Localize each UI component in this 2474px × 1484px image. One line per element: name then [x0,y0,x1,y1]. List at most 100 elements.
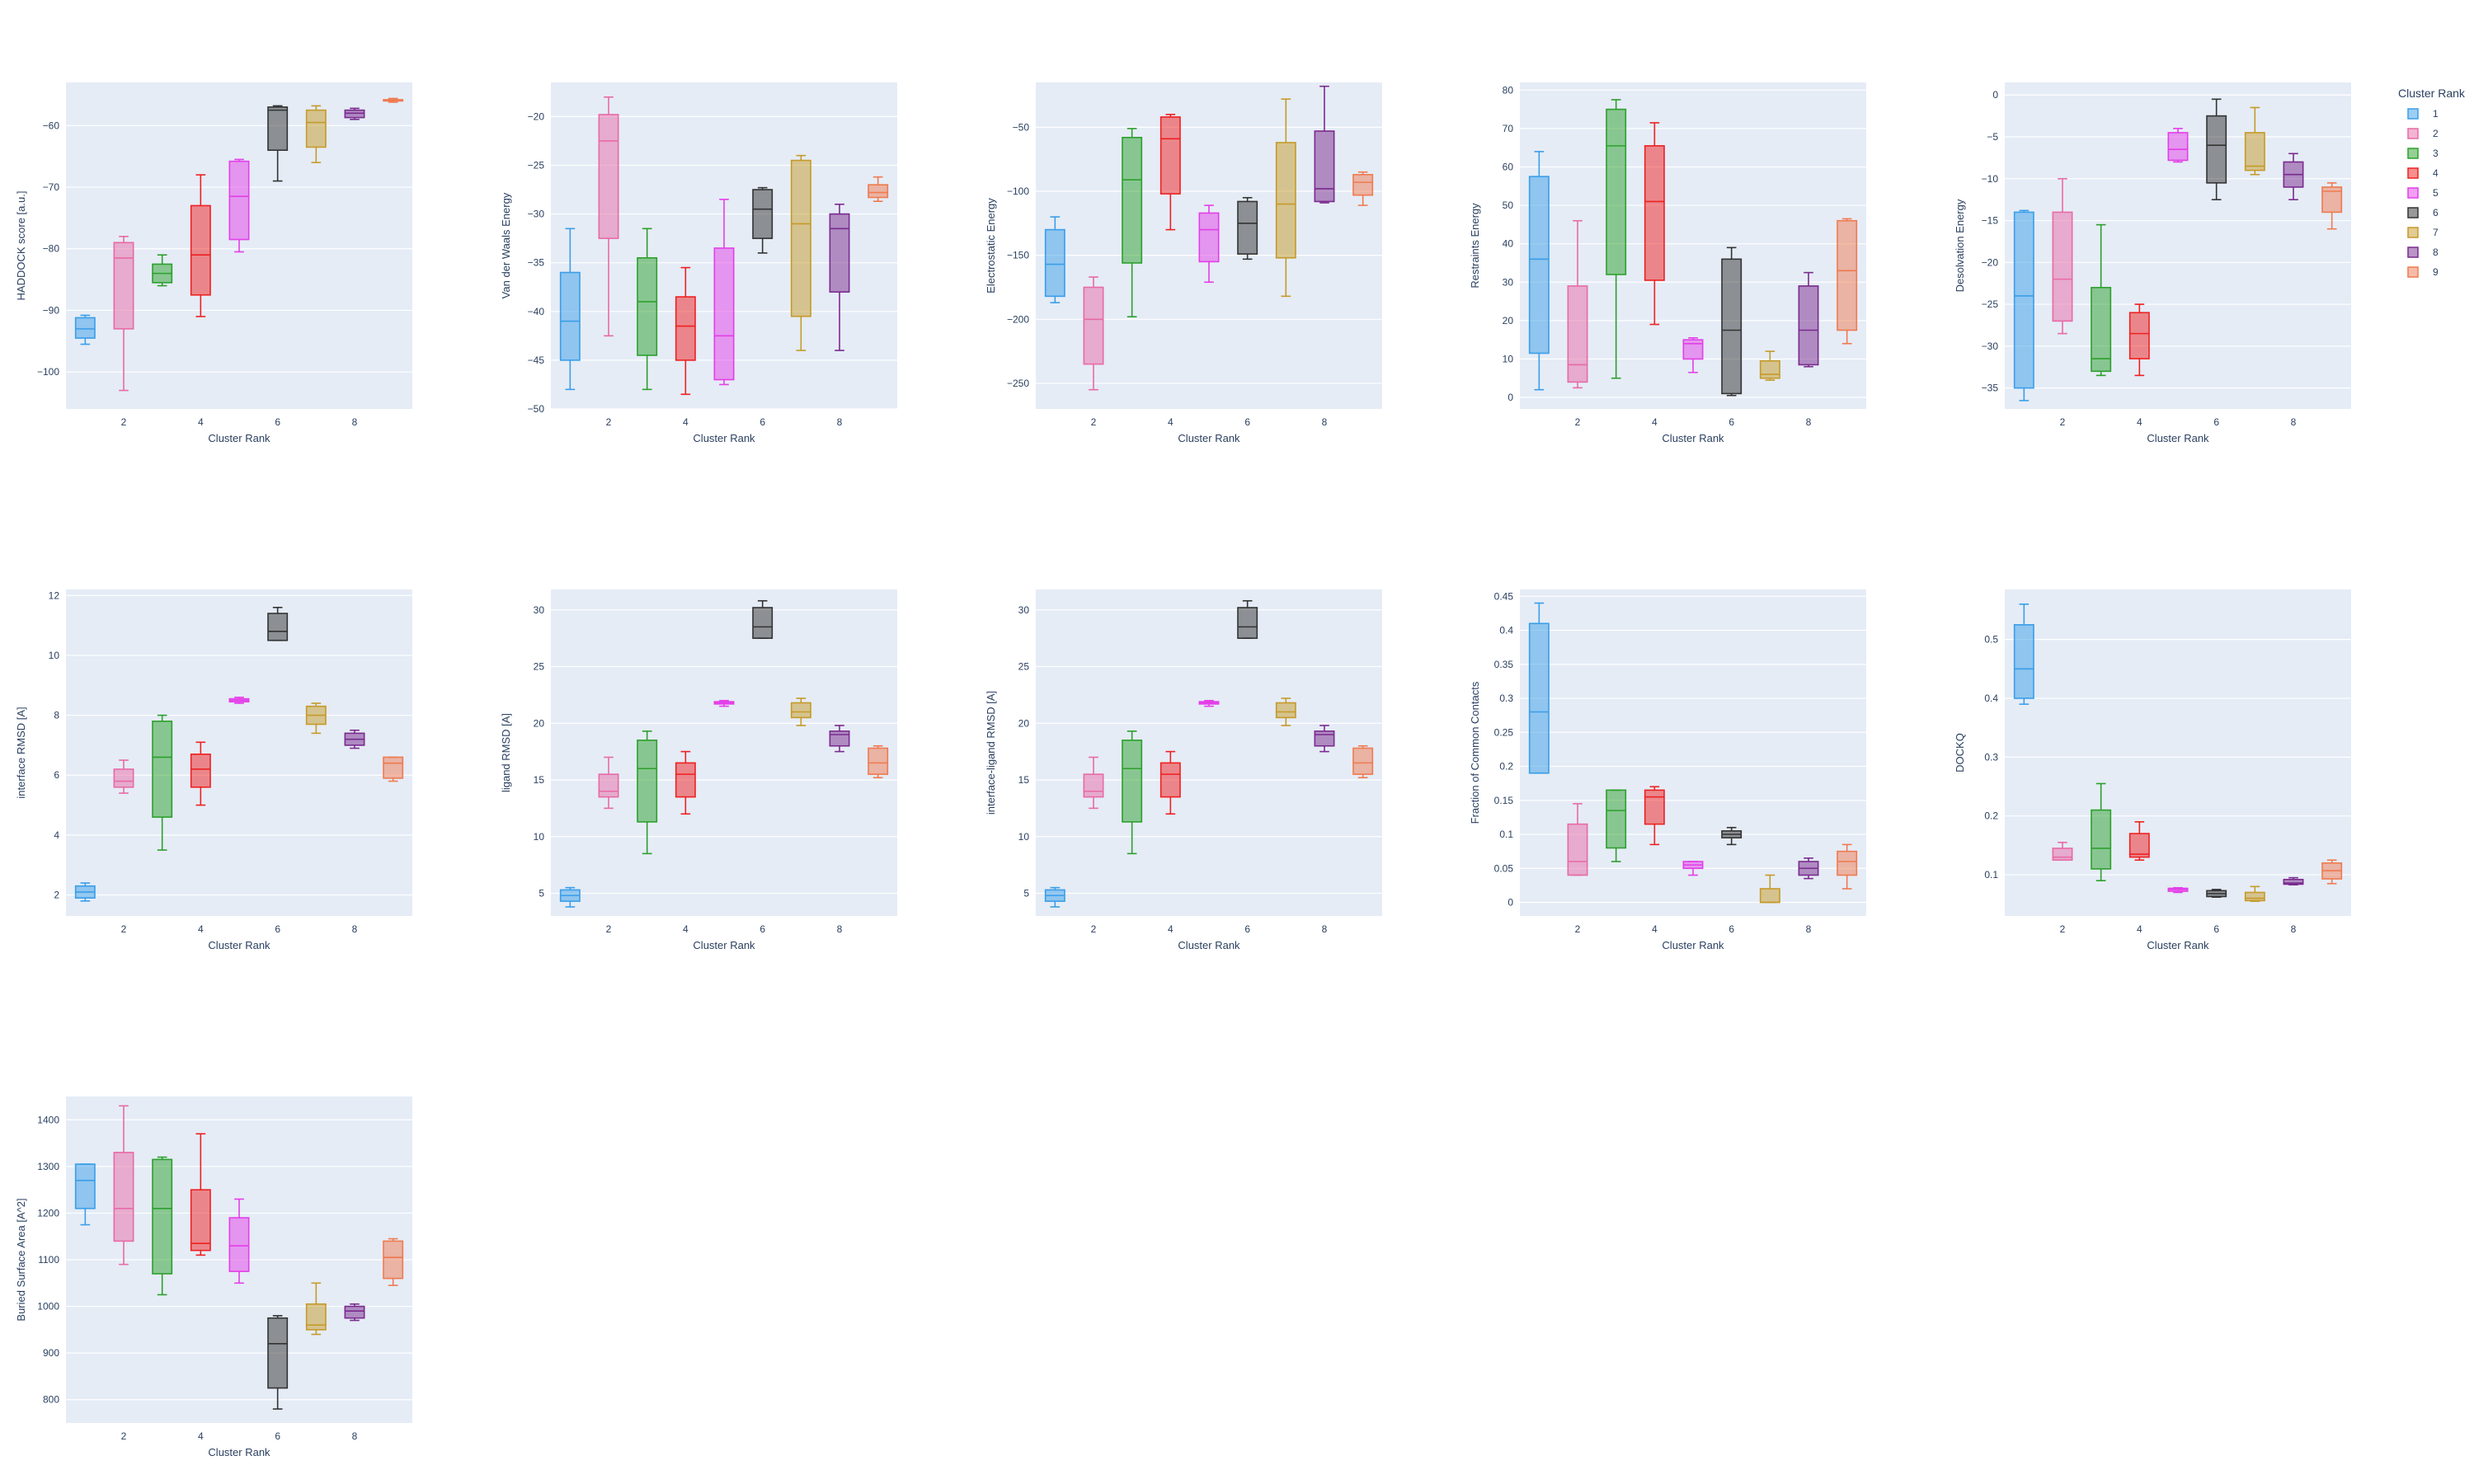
box-cluster-2[interactable] [2052,177,2073,335]
box-cluster-2[interactable] [2052,842,2073,862]
box-cluster-5[interactable] [228,1198,250,1284]
box-cluster-4[interactable] [190,174,211,317]
box-cluster-4[interactable] [190,1133,211,1256]
box-cluster-5[interactable] [713,699,735,707]
box-cluster-2[interactable] [113,235,134,392]
box-cluster-5[interactable] [228,696,250,704]
box-cluster-9[interactable] [1837,843,1858,890]
box-cluster-9[interactable] [383,97,404,103]
box-cluster-8[interactable] [344,1303,365,1322]
box-cluster-6[interactable] [1237,599,1258,639]
box-cluster-6[interactable] [2206,889,2227,898]
box-cluster-7[interactable] [1759,874,1780,904]
box-cluster-9[interactable] [868,744,889,779]
box-cluster-9[interactable] [383,1237,404,1286]
box-cluster-5[interactable] [1198,699,1220,707]
box-cluster-1[interactable] [1528,151,1550,391]
box-cluster-3[interactable] [637,730,658,855]
box-cluster-8[interactable] [829,203,850,351]
box-cluster-7[interactable] [2244,106,2265,176]
box-cluster-8[interactable] [344,107,365,120]
legend-item-3[interactable]: 3 [2407,148,2439,159]
box-cluster-3[interactable] [152,254,173,287]
box-cluster-3[interactable] [152,1156,173,1296]
box-cluster-7[interactable] [1275,98,1296,298]
box-cluster-8[interactable] [829,725,850,753]
box-cluster-8[interactable] [2283,876,2304,885]
box-cluster-5[interactable] [713,199,735,386]
box-cluster-6[interactable] [1721,247,1743,397]
box-cluster-9[interactable] [1352,744,1374,779]
box-cluster-6[interactable] [1237,196,1258,261]
box-cluster-4[interactable] [2128,303,2150,377]
box-cluster-9[interactable] [2321,182,2343,230]
box-cluster-8[interactable] [1314,725,1335,753]
box-cluster-6[interactable] [752,186,774,254]
box-cluster-8[interactable] [1798,857,1819,880]
box-cluster-4[interactable] [675,750,696,815]
box-cluster-6[interactable] [2206,98,2227,200]
box-cluster-8[interactable] [1314,85,1335,204]
legend-item-8[interactable]: 8 [2407,247,2439,258]
box-cluster-4[interactable] [2128,821,2150,862]
box-cluster-5[interactable] [1682,861,1704,876]
box-cluster-3[interactable] [1122,730,1143,855]
box-cluster-1[interactable] [559,228,581,391]
box-cluster-4[interactable] [1644,786,1665,846]
box-cluster-3[interactable] [1606,789,1627,862]
box-cluster-3[interactable] [1606,99,1627,379]
box-cluster-2[interactable] [1567,219,1588,389]
box-cluster-6[interactable] [1721,826,1743,846]
box-cluster-4[interactable] [1159,750,1181,815]
box-cluster-5[interactable] [228,158,250,253]
box-cluster-2[interactable] [113,1105,134,1266]
box-cluster-2[interactable] [598,96,619,337]
box-cluster-9[interactable] [868,176,889,203]
box-cluster-4[interactable] [1159,114,1181,231]
box-cluster-2[interactable] [1083,276,1104,391]
box-cluster-5[interactable] [1198,204,1220,284]
box-cluster-1[interactable] [2013,603,2034,705]
box-cluster-3[interactable] [152,714,173,851]
legend-item-4[interactable]: 4 [2407,167,2439,179]
box-cluster-6[interactable] [267,606,289,641]
box-cluster-2[interactable] [598,756,619,810]
box-cluster-7[interactable] [1275,697,1296,726]
box-cluster-1[interactable] [74,1163,96,1226]
box-cluster-8[interactable] [2283,153,2304,200]
box-cluster-1[interactable] [2013,209,2034,402]
box-cluster-6[interactable] [267,105,289,182]
box-cluster-7[interactable] [305,105,327,163]
box-cluster-2[interactable] [1083,756,1104,810]
legend-item-6[interactable]: 6 [2407,207,2439,218]
box-cluster-7[interactable] [2244,885,2265,902]
box-cluster-7[interactable] [1759,350,1780,381]
box-cluster-1[interactable] [74,882,96,902]
box-cluster-4[interactable] [675,266,696,396]
box-cluster-3[interactable] [2091,223,2112,377]
box-cluster-1[interactable] [1044,216,1065,303]
box-cluster-3[interactable] [2091,782,2112,881]
box-cluster-5[interactable] [2167,128,2189,163]
box-cluster-5[interactable] [1682,337,1704,373]
box-cluster-5[interactable] [2167,886,2189,894]
box-cluster-9[interactable] [1837,218,1858,345]
box-cluster-9[interactable] [2321,859,2343,885]
box-cluster-7[interactable] [790,697,811,726]
box-cluster-6[interactable] [267,1315,289,1410]
box-cluster-3[interactable] [1122,128,1143,317]
box-cluster-6[interactable] [752,599,774,639]
box-cluster-9[interactable] [383,756,404,782]
box-cluster-1[interactable] [74,314,96,345]
legend-item-5[interactable]: 5 [2407,187,2439,199]
box-cluster-2[interactable] [113,759,134,794]
legend-item-9[interactable]: 9 [2407,266,2439,278]
box-cluster-1[interactable] [1044,886,1065,908]
box-cluster-8[interactable] [344,729,365,749]
box-cluster-7[interactable] [305,1282,327,1336]
box-cluster-4[interactable] [190,741,211,806]
box-cluster-4[interactable] [1644,122,1665,326]
box-cluster-1[interactable] [1528,602,1550,774]
box-cluster-7[interactable] [790,154,811,351]
box-cluster-2[interactable] [1567,803,1588,876]
